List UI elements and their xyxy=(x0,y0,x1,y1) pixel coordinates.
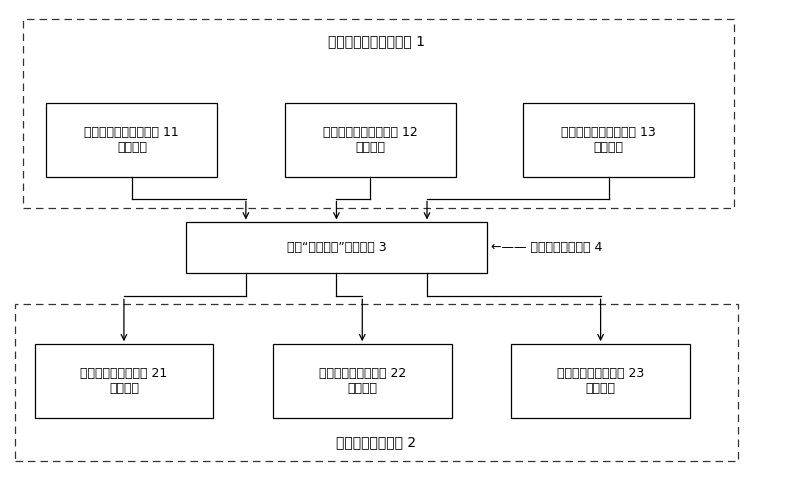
Text: 运动机构二控制单元 22
（变幅）: 运动机构二控制单元 22 （变幅） xyxy=(318,367,406,395)
Bar xyxy=(523,103,694,177)
Bar xyxy=(511,344,690,418)
Bar xyxy=(14,304,738,461)
Text: 运动机构三控制单元 23
（旋转）: 运动机构三控制单元 23 （旋转） xyxy=(557,367,644,395)
Bar xyxy=(186,222,487,272)
Bar xyxy=(34,344,214,418)
Bar xyxy=(22,19,734,208)
Text: ←—— 轨迹信号输入模块 4: ←—— 轨迹信号输入模块 4 xyxy=(491,241,602,254)
Text: 运动机构二位置编码器 12
（变幅）: 运动机构二位置编码器 12 （变幅） xyxy=(323,126,418,154)
Text: 运动机构一位置编码器 11
（起升）: 运动机构一位置编码器 11 （起升） xyxy=(85,126,179,154)
Text: 运动机构控制模块 2: 运动机构控制模块 2 xyxy=(336,435,416,449)
Text: 运动机构一控制单元 21
（起升）: 运动机构一控制单元 21 （起升） xyxy=(80,367,167,395)
Bar xyxy=(46,103,218,177)
Text: 运动机构三位置编码器 13
（旋转）: 运动机构三位置编码器 13 （旋转） xyxy=(561,126,656,154)
Text: 运动机构位置检测模块 1: 运动机构位置检测模块 1 xyxy=(328,34,425,48)
Text: 吊车“优化轨迹”控制装置 3: 吊车“优化轨迹”控制装置 3 xyxy=(286,241,386,254)
Bar xyxy=(273,344,452,418)
Bar xyxy=(285,103,456,177)
